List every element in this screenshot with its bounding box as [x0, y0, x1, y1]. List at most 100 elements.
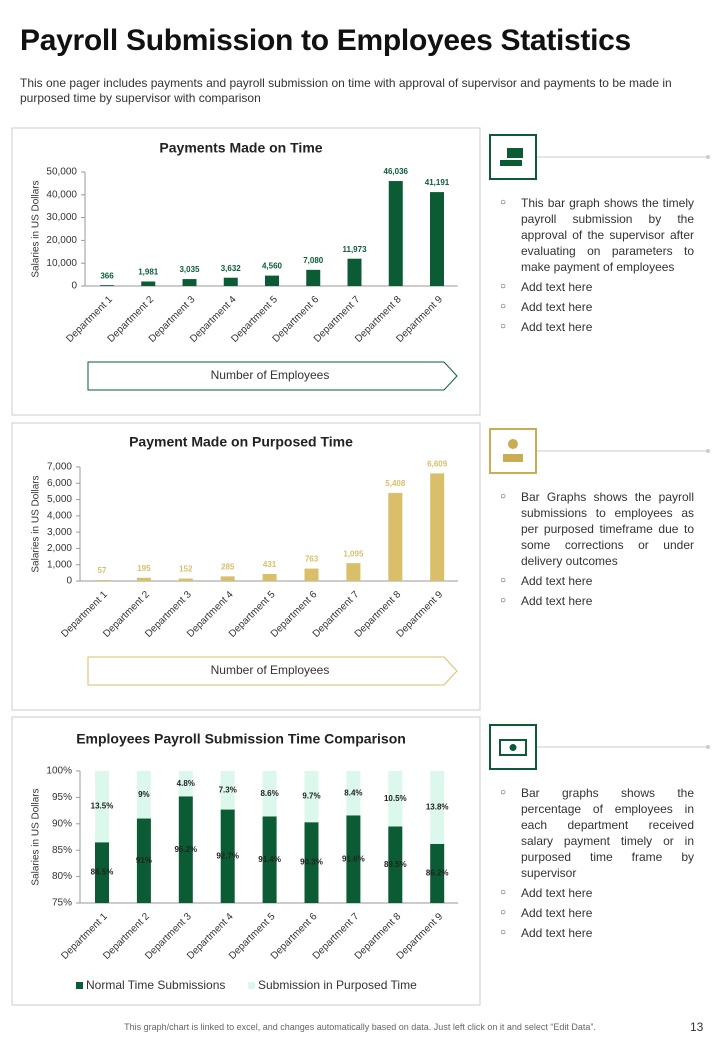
bullet: ○ [500, 575, 507, 586]
bar-segment [178, 796, 193, 903]
bar-segment [346, 771, 361, 816]
note-item: ○ Add text here [500, 299, 694, 315]
value-label: 91% [136, 856, 152, 865]
y-tick-label: 75% [52, 898, 72, 909]
bar-segment [178, 771, 193, 797]
value-label: 5,408 [385, 479, 406, 488]
bar [430, 192, 444, 286]
bar-segment [220, 809, 235, 903]
value-label: 3,035 [179, 265, 200, 274]
x-axis-label: Number of Employees [211, 663, 330, 677]
value-label: 8.4% [344, 788, 362, 797]
value-label: 4,560 [262, 262, 283, 271]
bar [178, 578, 193, 581]
bar [306, 269, 321, 286]
bullet: ○ [500, 907, 507, 918]
note-item: ○ This bar graph shows the timely payroll… [500, 195, 694, 275]
bar-segment [430, 771, 445, 844]
icon [489, 724, 710, 770]
y-axis-label: Salaries in US Dollars [31, 180, 42, 277]
value-label: 90.3% [300, 858, 323, 867]
value-label: 86.2% [426, 869, 449, 878]
note-text: Add text here [521, 320, 593, 334]
bar-segment [346, 815, 361, 903]
note-item: ○ Add text here [500, 279, 694, 295]
y-tick-label: 1,000 [47, 559, 72, 570]
value-label: 91.6% [342, 854, 365, 863]
x-axis-label: Number of Employees [211, 368, 330, 382]
value-label: 366 [100, 271, 114, 280]
y-tick-label: 50,000 [46, 167, 77, 178]
note-item: ○ Add text here [500, 885, 694, 901]
value-label: 6,609 [427, 459, 448, 468]
chart-title: Payments Made on Time [159, 140, 322, 156]
value-label: 1,095 [343, 549, 364, 558]
bar [304, 568, 319, 581]
subtitle: This one pager includes payments and pay… [20, 76, 672, 105]
note-text: Bar Graphs shows the payroll submissions… [521, 490, 694, 568]
bar-segment [95, 771, 109, 843]
icon [489, 134, 710, 180]
bullet: ○ [500, 281, 507, 292]
panel [11, 127, 481, 416]
bar-segment [136, 771, 151, 819]
value-label: 95.2% [174, 845, 197, 854]
bar [141, 281, 156, 286]
bar [95, 580, 109, 581]
bullet: ○ [500, 595, 507, 606]
bar-segment [304, 771, 319, 823]
bullet: ○ [500, 301, 507, 312]
bullet: ○ [500, 787, 507, 798]
bar [430, 473, 445, 581]
y-tick-label: 40,000 [46, 189, 77, 200]
value-label: 46,036 [384, 167, 409, 176]
y-tick-label: 7,000 [47, 462, 72, 473]
bullet: ○ [500, 491, 507, 502]
y-tick-label: 3,000 [47, 527, 72, 538]
legend-label: Normal Time Submissions [86, 978, 225, 992]
note-item: ○ Bar Graphs shows the payroll submission… [500, 489, 694, 569]
note-text: Add text here [521, 574, 593, 588]
arrow-box [87, 656, 458, 686]
bar-segment [262, 816, 277, 903]
value-label: 8.6% [260, 789, 278, 798]
bar-segment [95, 842, 109, 903]
panel [11, 422, 481, 711]
title: Payroll Submission to Employees Statisti… [20, 24, 631, 57]
value-label: 41,191 [425, 178, 450, 187]
note-list: ○ Bar Graphs shows the payroll submission… [500, 489, 694, 613]
value-label: 431 [263, 560, 277, 569]
value-label: 86.5% [91, 868, 114, 877]
value-label: 763 [305, 555, 319, 564]
value-label: 10.5% [384, 794, 407, 803]
footer: This graph/chart is linked to excel, and… [124, 1022, 596, 1032]
y-tick-label: 4,000 [47, 510, 72, 521]
bullet: ○ [500, 927, 507, 938]
value-label: 3,632 [221, 264, 242, 273]
legend-swatch [248, 982, 255, 989]
note-text: Add text here [521, 886, 593, 900]
y-tick-label: 6,000 [47, 478, 72, 489]
bar [346, 563, 361, 581]
y-tick-label: 2,000 [47, 543, 72, 554]
icon [489, 428, 710, 474]
y-tick-label: 20,000 [46, 235, 77, 246]
bar-segment [388, 771, 403, 827]
note-text: Add text here [521, 280, 593, 294]
bar [388, 181, 403, 286]
value-label: 13.5% [91, 802, 114, 811]
note-text: Bar graphs shows the percentage of emplo… [521, 786, 694, 880]
note-text: This bar graph shows the timely payroll … [521, 196, 694, 274]
value-label: 91.4% [258, 855, 281, 864]
bar [136, 577, 151, 581]
y-tick-label: 30,000 [46, 212, 77, 223]
bar [182, 279, 197, 286]
bar-segment [262, 771, 277, 817]
note-text: Add text here [521, 906, 593, 920]
bar [100, 285, 114, 286]
value-label: 285 [221, 562, 235, 571]
note-item: ○ Add text here [500, 925, 694, 941]
note-item: ○ Add text here [500, 573, 694, 589]
value-label: 9.7% [302, 792, 320, 801]
value-label: 195 [137, 564, 151, 573]
